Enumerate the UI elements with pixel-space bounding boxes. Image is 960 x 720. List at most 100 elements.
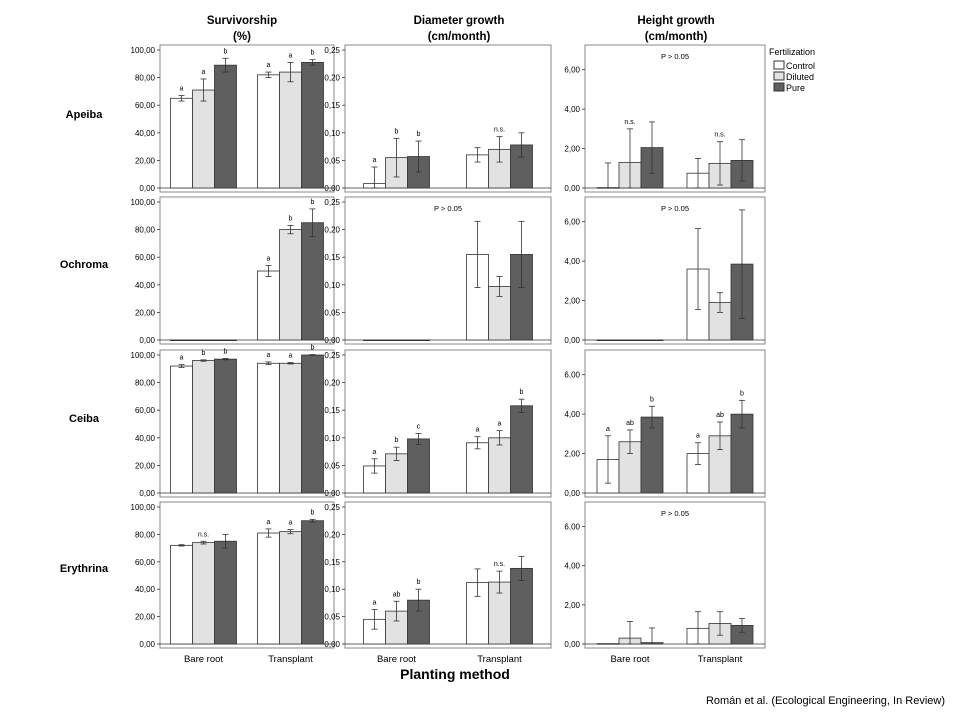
bar-control-bare-root bbox=[170, 365, 193, 494]
bar-diluted-bare-root bbox=[192, 360, 215, 494]
y-tick-label: 100,00 bbox=[131, 198, 156, 207]
y-tick-label: 0,00 bbox=[139, 640, 155, 649]
y-tick-label: 0,15 bbox=[324, 406, 340, 415]
y-tick-label: 0,05 bbox=[324, 156, 340, 165]
significance-letter: a bbox=[373, 599, 377, 606]
y-tick-label: 0,00 bbox=[139, 184, 155, 193]
significance-letter: b bbox=[224, 48, 228, 55]
significance-letter: a bbox=[202, 69, 206, 76]
y-tick-label: 0,05 bbox=[324, 461, 340, 470]
panel-ceiba-diameter: 0,00 0,05 0,10 0,15 0,20 0,25 a b c a a b bbox=[324, 349, 552, 498]
significance-letter: c bbox=[417, 423, 421, 430]
y-tick-label: 40,00 bbox=[135, 434, 156, 443]
significance-letter: n.s. bbox=[198, 531, 209, 538]
col-title-diameter: Diameter growth bbox=[414, 15, 505, 27]
panel-ceiba-survivorship: 0,00 20,00 40,00 60,00 80,00 100,00 a b b a a b bbox=[131, 345, 335, 498]
y-tick-label: 0,25 bbox=[324, 351, 340, 360]
col-title-height: Height growth bbox=[637, 15, 714, 27]
panel-erythrina-height: 0,00 2,00 4,00 6,00 Bare root Transplant P > 0… bbox=[564, 501, 766, 665]
col-unit-survivorship: (%) bbox=[233, 31, 251, 43]
panel-ochroma-diameter: 0,00 0,05 0,10 0,15 0,20 0,25 P > 0.05 bbox=[324, 196, 552, 345]
panel-frame bbox=[584, 501, 766, 649]
p-value-note: P > 0.05 bbox=[661, 509, 689, 518]
y-tick-label: 0,20 bbox=[324, 74, 340, 83]
bar-pure-bare-root bbox=[640, 339, 664, 342]
y-tick-label: 0,15 bbox=[324, 101, 340, 110]
bar-diluted-transplant bbox=[279, 229, 302, 341]
y-tick-label: 20,00 bbox=[135, 613, 156, 622]
legend-label-pure: Pure bbox=[786, 83, 805, 93]
y-tick-label: 0,00 bbox=[564, 489, 580, 498]
bar-pure-bare-root bbox=[407, 438, 430, 494]
y-tick-label: 0,20 bbox=[324, 226, 340, 235]
bar-pure-bare-root bbox=[214, 339, 237, 342]
row-label-ochroma: Ochroma bbox=[60, 259, 109, 271]
y-tick-label: 0,00 bbox=[324, 640, 340, 649]
y-tick-label: 40,00 bbox=[135, 585, 156, 594]
significance-letter: ab bbox=[716, 412, 724, 419]
significance-letter: a bbox=[267, 62, 271, 69]
bar-diluted-transplant bbox=[488, 437, 511, 494]
significance-letter: ab bbox=[393, 591, 401, 598]
x-category-label: Bare root bbox=[610, 654, 649, 665]
y-tick-label: 0,00 bbox=[324, 336, 340, 345]
significance-letter: b bbox=[311, 199, 315, 206]
bar-control-transplant bbox=[257, 362, 280, 494]
significance-letter: n.s. bbox=[624, 119, 635, 126]
significance-letter: a bbox=[180, 355, 184, 362]
significance-letter: a bbox=[289, 52, 293, 59]
panel-ochroma-height: 0,00 2,00 4,00 6,00 P > 0.05 bbox=[564, 196, 766, 345]
significance-letter: a bbox=[289, 520, 293, 527]
bar-pure-transplant bbox=[301, 520, 324, 645]
y-tick-label: 80,00 bbox=[135, 530, 156, 539]
significance-letter: b bbox=[395, 128, 399, 135]
bar-diluted-transplant bbox=[279, 531, 302, 645]
bar-control-bare-root bbox=[170, 97, 193, 189]
legend-swatch-diluted bbox=[773, 71, 785, 81]
significance-letter: a bbox=[373, 449, 377, 456]
y-tick-label: 20,00 bbox=[135, 156, 156, 165]
y-tick-label: 0,20 bbox=[324, 379, 340, 388]
y-tick-label: 0,15 bbox=[324, 558, 340, 567]
bar-control-bare-root bbox=[596, 643, 620, 645]
y-tick-label: 4,00 bbox=[564, 562, 580, 571]
significance-letter: b bbox=[417, 131, 421, 138]
significance-letter: a bbox=[289, 353, 293, 360]
row-label-apeiba: Apeiba bbox=[66, 109, 104, 121]
bar-pure-transplant bbox=[301, 62, 324, 189]
significance-letter: b bbox=[289, 215, 293, 222]
bar-control-bare-root bbox=[170, 544, 193, 645]
significance-letter: n.s. bbox=[494, 561, 505, 568]
x-category-label: Transplant bbox=[698, 654, 743, 665]
legend-swatch-control bbox=[773, 60, 785, 70]
p-value-note: P > 0.05 bbox=[434, 204, 462, 213]
y-tick-label: 6,00 bbox=[564, 66, 580, 75]
significance-letter: n.s. bbox=[714, 132, 725, 139]
y-tick-label: 20,00 bbox=[135, 308, 156, 317]
y-tick-label: 6,00 bbox=[564, 371, 580, 380]
significance-letter: b bbox=[311, 50, 315, 57]
y-tick-label: 2,00 bbox=[564, 601, 580, 610]
y-tick-label: 0,10 bbox=[324, 585, 340, 594]
x-category-label: Transplant bbox=[268, 654, 313, 665]
bar-control-bare-root bbox=[170, 339, 193, 342]
bar-pure-bare-root bbox=[214, 64, 237, 189]
bar-pure-transplant bbox=[301, 222, 324, 341]
y-tick-label: 100,00 bbox=[131, 351, 156, 360]
significance-letter: a bbox=[267, 255, 271, 262]
p-value-note: P > 0.05 bbox=[661, 204, 689, 213]
legend: Fertilization Control Diluted Pure bbox=[769, 47, 815, 93]
y-tick-label: 80,00 bbox=[135, 226, 156, 235]
panel-apeiba-height: 0,00 2,00 4,00 6,00 n.s. n.s. P > 0.05 bbox=[564, 44, 766, 193]
bar-diluted-bare-root bbox=[618, 339, 642, 342]
significance-letter: b bbox=[520, 389, 524, 396]
y-tick-label: 0,15 bbox=[324, 253, 340, 262]
significance-letter: n.s. bbox=[494, 127, 505, 134]
y-tick-label: 0,10 bbox=[324, 281, 340, 290]
bar-control-transplant bbox=[257, 270, 280, 341]
legend-swatch-pure bbox=[773, 82, 785, 92]
y-tick-label: 100,00 bbox=[131, 503, 156, 512]
bar-pure-transplant bbox=[301, 354, 324, 494]
significance-letter: b bbox=[311, 509, 315, 516]
